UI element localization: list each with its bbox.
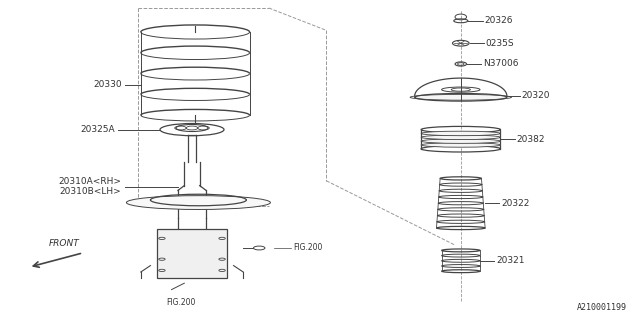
Text: FRONT: FRONT — [49, 239, 79, 248]
Text: 20321: 20321 — [496, 256, 525, 265]
Text: 20325A: 20325A — [81, 125, 115, 134]
Text: 20382: 20382 — [516, 135, 545, 144]
Ellipse shape — [421, 139, 500, 143]
Ellipse shape — [421, 131, 500, 136]
Text: 20310B<LH>: 20310B<LH> — [60, 187, 122, 196]
Ellipse shape — [421, 143, 500, 147]
Ellipse shape — [421, 135, 500, 140]
Text: A210001199: A210001199 — [577, 303, 627, 312]
Text: 20310A<RH>: 20310A<RH> — [59, 177, 122, 186]
Text: 20330: 20330 — [93, 80, 122, 89]
Ellipse shape — [127, 196, 270, 210]
Text: 20320: 20320 — [522, 92, 550, 100]
Text: N37006: N37006 — [483, 60, 518, 68]
Bar — [157, 229, 227, 278]
Text: FIG.200: FIG.200 — [166, 298, 196, 307]
Ellipse shape — [410, 94, 511, 100]
Text: 20326: 20326 — [484, 16, 513, 25]
Text: FIG.200: FIG.200 — [293, 244, 323, 252]
Text: 20322: 20322 — [501, 199, 529, 208]
Text: 0235S: 0235S — [486, 39, 515, 48]
